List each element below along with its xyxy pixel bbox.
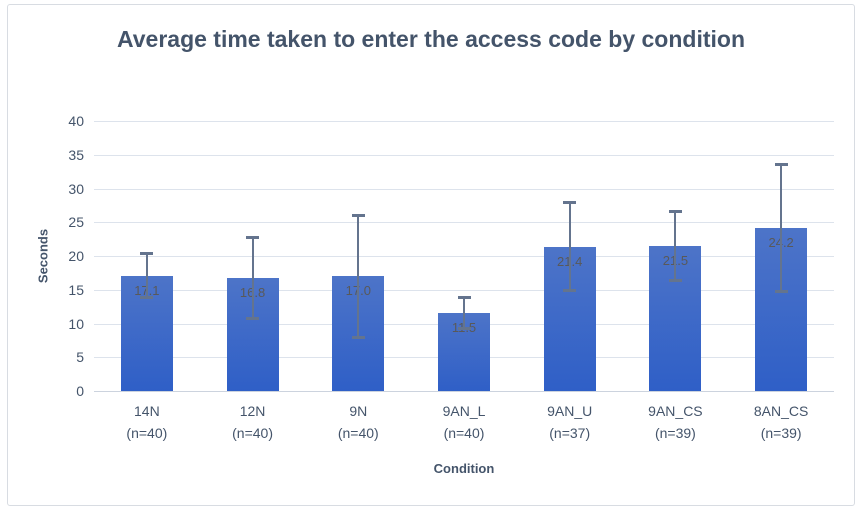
- y-tick-label: 15: [68, 281, 84, 298]
- error-bar: [251, 237, 254, 319]
- y-tick-label: 10: [68, 315, 84, 332]
- error-bar-top-cap: [351, 214, 365, 217]
- category-name: 8AN_CS: [753, 403, 809, 419]
- category-label-12N: 12N (n=40): [200, 400, 306, 444]
- y-tick-label: 5: [76, 349, 84, 366]
- chart-title: Average time taken to enter the access c…: [116, 26, 745, 52]
- gridline: [94, 256, 834, 257]
- gridline: [94, 222, 834, 224]
- error-bar-bottom-cap: [140, 296, 154, 300]
- category-n-count: (n=40): [126, 425, 168, 441]
- category-label-9AN_U: 9AN_U (n=37): [517, 400, 623, 444]
- category-label-9N: 9N (n=40): [305, 400, 411, 444]
- chart-frame: [7, 4, 855, 506]
- y-tick-label: 30: [68, 180, 84, 197]
- category-n-count: (n=40): [443, 425, 485, 441]
- error-bar-top-cap: [140, 251, 154, 255]
- gridline: [94, 121, 834, 122]
- y-tick-label: 25: [68, 214, 84, 231]
- plot-area: 17.116.817.011.521.421.524.2: [94, 121, 834, 392]
- category-name: 14N: [134, 403, 160, 419]
- gridline: [94, 154, 834, 156]
- gridline: [94, 188, 834, 190]
- bar-12N: 16.8: [226, 277, 279, 391]
- error-bar: [463, 297, 465, 329]
- error-bar-top-cap: [668, 209, 682, 213]
- error-bar: [357, 215, 360, 337]
- error-bar-bottom-cap: [457, 327, 471, 331]
- bar-8AN_CS: 24.2: [755, 227, 808, 391]
- category-label-9AN_L: 9AN_L (n=40): [411, 400, 517, 444]
- x-axis-line: [94, 391, 834, 392]
- error-bar-top-cap: [457, 296, 471, 300]
- error-bar-bottom-cap: [351, 335, 365, 339]
- error-bar: [780, 164, 783, 292]
- category-n-count: (n=37): [549, 425, 591, 441]
- category-n-count: (n=39): [654, 425, 696, 441]
- y-tick-label: 0: [76, 383, 84, 399]
- error-bar: [145, 253, 148, 298]
- category-name: 9AN_L: [442, 403, 486, 419]
- category-label-14N: 14N (n=40): [94, 400, 200, 444]
- y-tick-label: 40: [68, 113, 84, 129]
- category-n-count: (n=40): [232, 425, 273, 441]
- gridline: [94, 289, 834, 291]
- category-name: 9N: [349, 403, 368, 419]
- error-bar-top-cap: [563, 201, 577, 205]
- category-n-count: (n=40): [337, 425, 379, 441]
- category-n-count: (n=39): [760, 425, 802, 441]
- x-axis-title: Condition: [433, 461, 495, 476]
- error-bar-bottom-cap: [668, 278, 682, 282]
- category-label-8AN_CS: 8AN_CS (n=39): [728, 400, 834, 444]
- error-bar: [568, 202, 571, 291]
- y-tick-label: 35: [68, 146, 84, 163]
- category-name: 9AN_CS: [648, 403, 703, 419]
- y-tick-label: 20: [68, 248, 84, 264]
- error-bar-bottom-cap: [563, 288, 577, 292]
- error-bar: [674, 211, 677, 281]
- error-bar-bottom-cap: [774, 289, 788, 293]
- error-bar-top-cap: [246, 235, 260, 239]
- category-label-9AN_CS: 9AN_CS (n=39): [623, 400, 729, 444]
- category-name: 9AN_U: [547, 403, 593, 419]
- error-bar-bottom-cap: [246, 316, 260, 320]
- error-bar-top-cap: [774, 162, 788, 166]
- category-name: 12N: [239, 403, 266, 419]
